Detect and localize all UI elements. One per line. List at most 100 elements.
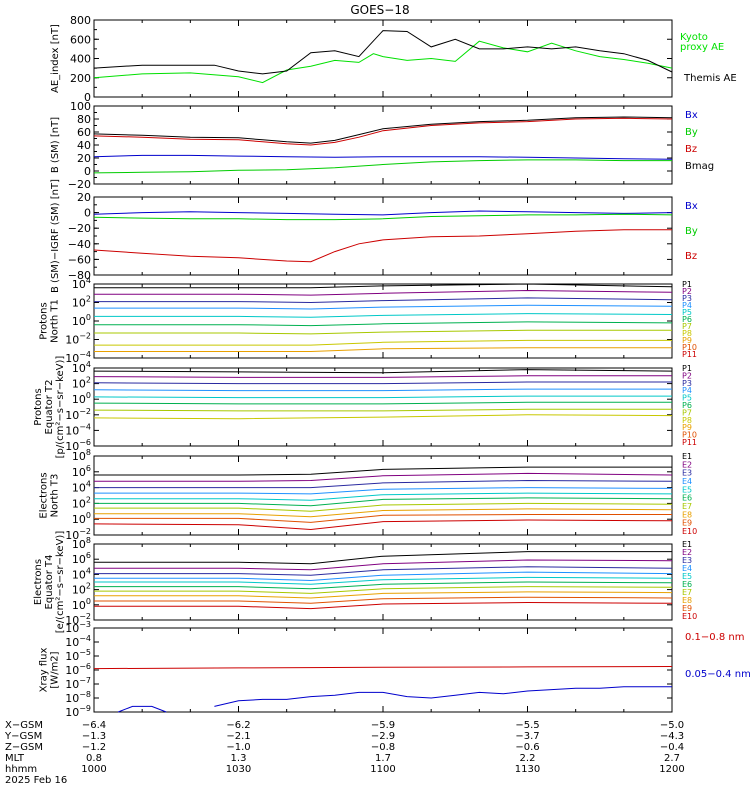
- y-tick-label: −20: [68, 178, 91, 191]
- y-tick-label: 0: [84, 91, 91, 104]
- x-row-label: Y−GSM: [4, 731, 42, 742]
- y-tick-label: 10−4: [65, 422, 91, 437]
- series-line-e9: [94, 596, 673, 604]
- x-axis-table: X−GSM −6.4 −6.2 −5.9 −5.5 −5.0 Y−GSM −1.3 −2.1 −2…: [4, 720, 685, 786]
- series-line-p5: [94, 313, 673, 318]
- legend-entry: P2: [682, 287, 692, 296]
- series-line-e6: [94, 497, 673, 507]
- x-row-value: −1.0: [226, 742, 250, 753]
- x-row-value: 1100: [370, 764, 395, 775]
- legend-entry: E6: [682, 580, 692, 589]
- series-line-p6: [94, 321, 673, 327]
- y-tick-label: 10−3: [65, 620, 91, 635]
- series-line-bz: [93, 117, 673, 146]
- y-tick-label: −80: [68, 269, 91, 282]
- series-line-bmag: [93, 116, 673, 144]
- series-line-e9: [94, 514, 672, 523]
- series-line-e8: [94, 591, 673, 599]
- y-tick-label: 10−6: [65, 438, 91, 453]
- y-tick-label: 10−4: [65, 634, 91, 649]
- panel-bigrf: −80 −60 −40 −20 0 20 B (SM)−IGRF (SM) [nT] Bx By…: [50, 179, 698, 293]
- x-row-value: −0.8: [371, 742, 395, 753]
- y-tick-label: 102: [72, 376, 91, 391]
- legend-entry: P3: [682, 379, 692, 388]
- series-line-kyoto-proxy-ae: [93, 40, 673, 84]
- y-axis-label: Electrons: [39, 472, 50, 518]
- x-row-label: hhmm: [5, 764, 37, 775]
- legend-entry: E8: [682, 596, 692, 605]
- legend-entry: P10: [682, 431, 697, 440]
- series-line-p3: [93, 381, 672, 385]
- legend-entry: Bx: [685, 110, 698, 121]
- legend-entry: Themis AE: [683, 73, 737, 84]
- legend-entry: P5: [682, 308, 692, 317]
- y-tick-label: 800: [70, 14, 91, 27]
- y-tick-label: 10−9: [65, 704, 91, 719]
- legend-entry: E5: [682, 485, 692, 494]
- legend-entry: E10: [682, 527, 697, 536]
- legend-entry: Bx: [685, 201, 698, 212]
- legend-entry: E3: [682, 556, 692, 565]
- legend-entry: E1: [682, 452, 692, 461]
- series-line-by: [93, 159, 672, 174]
- legend-entry: By: [685, 226, 698, 237]
- y-tick-label: 100: [72, 597, 91, 612]
- legend-entry: E5: [682, 572, 692, 581]
- series-line-e7: [94, 586, 673, 594]
- series-line-p2: [93, 375, 672, 378]
- legend-entry: E1: [682, 540, 692, 549]
- legend-entry: Bz: [685, 251, 697, 262]
- legend-entry: P5: [682, 394, 692, 403]
- x-row-value: −6.2: [226, 720, 250, 731]
- legend-entry: P7: [682, 408, 692, 417]
- panel-pn: 10−4 10−2 100 102 104 Protons North T1 P1P2P3P4…: [39, 276, 698, 365]
- y-axis-label: Protons: [33, 388, 44, 425]
- legend-entry: P8: [682, 329, 692, 338]
- series-line-e4: [94, 571, 673, 582]
- y-tick-label: 104: [72, 360, 91, 375]
- y-tick-label: 100: [72, 313, 91, 328]
- series-line-e7: [94, 502, 673, 512]
- panel-frame: [93, 627, 673, 713]
- legend-entry: P6: [682, 401, 692, 410]
- y-tick-label: 104: [72, 566, 91, 581]
- series-line-p1: [93, 369, 673, 374]
- x-row-value: −5.9: [371, 720, 395, 731]
- legend-entry: Bz: [685, 144, 697, 155]
- legend-entry: E7: [682, 502, 692, 511]
- x-row-value: −5.0: [660, 720, 684, 731]
- legend-entry: E3: [682, 469, 692, 478]
- series-line-e3: [94, 566, 673, 576]
- y-tick-label: 60: [77, 126, 91, 139]
- series-line-p7: [94, 329, 672, 335]
- x-row-value: 1.3: [231, 753, 247, 764]
- x-row-value: 1.7: [375, 753, 391, 764]
- series-line-bz: [93, 229, 672, 263]
- legend-entry: proxy AE: [680, 42, 724, 53]
- y-tick-label: 10−8: [65, 690, 91, 705]
- legend-entry: Bmag: [685, 161, 714, 172]
- legend-entry: P9: [682, 423, 692, 432]
- legend-entry: P4: [682, 301, 692, 310]
- y-tick-label: 10−2: [65, 332, 91, 347]
- series-line-p8: [94, 339, 672, 346]
- x-row-value: −1.3: [82, 731, 106, 742]
- x-row-value: −4.3: [660, 731, 684, 742]
- panel-frame: [93, 283, 673, 359]
- x-row-value: −2.1: [226, 731, 250, 742]
- legend-entry: P11: [682, 438, 697, 447]
- y-axis-label: Electrons: [33, 559, 44, 605]
- legend-entry: 0.1−0.8 nm: [685, 632, 744, 643]
- y-axis-label: [p/(cm²−s−sr−keV)]: [55, 356, 66, 459]
- legend-entry: E10: [682, 612, 697, 621]
- series-line-0-05-0-4-nm: [117, 686, 672, 713]
- y-axis-label: B (SM) [nT]: [50, 117, 61, 173]
- x-row-label: X−GSM: [5, 720, 43, 731]
- series-line-p4: [94, 304, 673, 310]
- y-tick-label: 100: [70, 100, 91, 113]
- x-row-value: 1130: [515, 764, 540, 775]
- y-tick-label: 100: [72, 391, 91, 406]
- y-tick-label: 0: [84, 165, 91, 178]
